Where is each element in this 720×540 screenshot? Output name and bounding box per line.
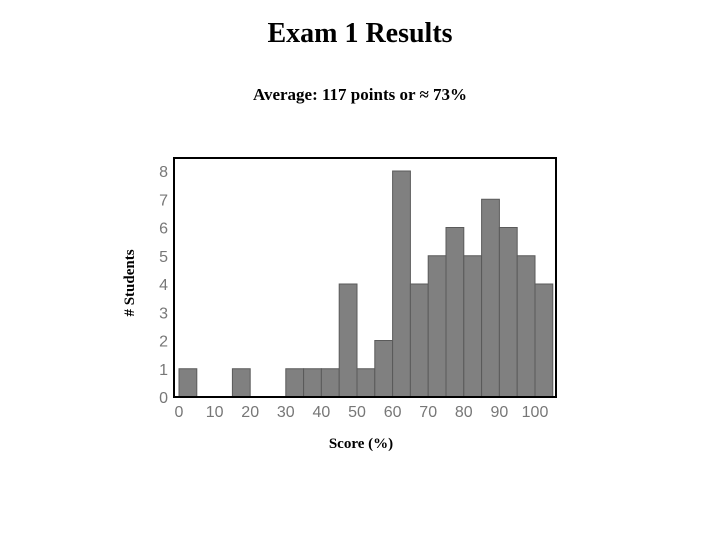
x-tick-label: 80 <box>455 404 473 421</box>
x-tick-label: 100 <box>522 404 549 421</box>
histogram-bar <box>231 368 251 398</box>
y-tick-label: 5 <box>159 249 168 266</box>
y-tick-label: 8 <box>159 164 168 181</box>
x-tick-label: 90 <box>491 404 509 421</box>
y-tick-labels: 0 1 2 3 4 5 6 7 8 <box>159 164 168 407</box>
y-tick-label: 2 <box>159 334 168 351</box>
y-tick-label: 1 <box>159 362 168 379</box>
x-tick-labels: 0 10 20 30 40 50 60 70 80 90 100 <box>175 404 549 421</box>
y-tick-label: 7 <box>159 192 168 209</box>
histogram-bar <box>463 255 483 398</box>
x-tick-label: 40 <box>313 404 331 421</box>
histogram-bar <box>409 283 429 398</box>
x-tick-label: 70 <box>419 404 437 421</box>
histogram-bar <box>374 340 394 398</box>
histogram-bar <box>498 227 518 398</box>
histogram-bar <box>303 368 322 398</box>
histogram-bar <box>320 368 340 398</box>
plot-frame <box>173 157 557 398</box>
y-tick-label: 3 <box>159 305 168 322</box>
histogram-bar <box>516 255 536 398</box>
x-tick-label: 60 <box>384 404 402 421</box>
x-tick-label: 30 <box>277 404 295 421</box>
histogram-bar <box>427 255 447 398</box>
histogram-bar <box>338 283 358 398</box>
x-tick-label: 20 <box>241 404 259 421</box>
chart-title: Exam 1 Results <box>267 18 453 49</box>
histogram-bar <box>285 368 305 398</box>
chart-subtitle: Average: 117 points or ≈ 73% <box>252 85 468 104</box>
histogram-bar <box>392 170 411 398</box>
x-tick-label: 10 <box>206 404 224 421</box>
histogram-bar <box>356 368 376 398</box>
histogram-bar <box>178 368 198 398</box>
histogram-bar <box>481 198 500 398</box>
y-axis-label: # Students <box>122 249 138 316</box>
histogram-bar <box>445 227 465 398</box>
y-tick-label: 4 <box>159 277 168 294</box>
bars-group <box>178 170 554 398</box>
y-tick-label: 6 <box>159 221 168 238</box>
histogram-bar <box>534 283 554 398</box>
y-tick-label: 0 <box>159 390 168 407</box>
x-tick-label: 50 <box>348 404 366 421</box>
x-tick-label: 0 <box>175 404 184 421</box>
x-axis-label: Score (%) <box>329 436 393 452</box>
